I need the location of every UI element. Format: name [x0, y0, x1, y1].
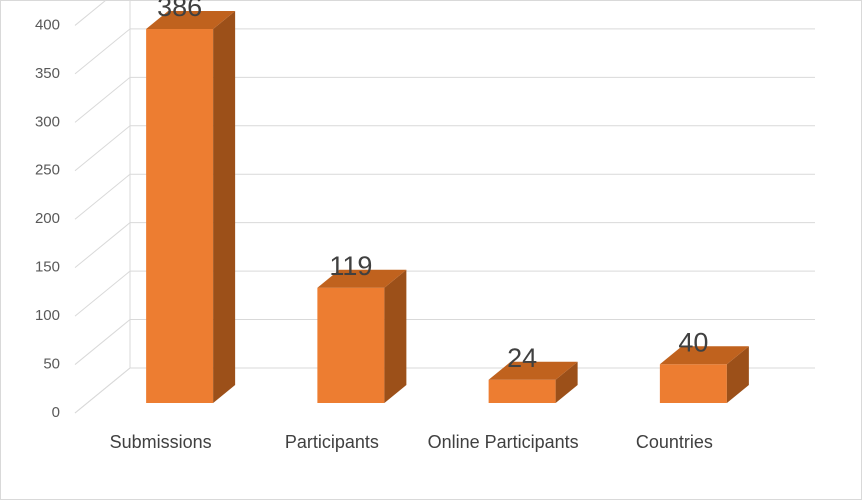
grid-line [74, 319, 131, 365]
grid-line [74, 76, 131, 123]
y-tick-label: 300 [35, 113, 60, 130]
value-label: 119 [329, 251, 372, 281]
grid-line [74, 28, 131, 75]
bar-front [317, 287, 385, 403]
value-label: 24 [507, 343, 537, 373]
y-tick-label: 350 [35, 65, 60, 82]
x-tick-label-box: Online Participants [427, 432, 579, 452]
bar-front [659, 364, 727, 403]
x-tick-label-box: Submissions [109, 432, 212, 452]
bar [317, 269, 407, 403]
y-tick-label: 400 [35, 16, 60, 33]
bar [146, 11, 236, 404]
x-tick-label-box: Participants [284, 432, 379, 452]
bar-side [384, 269, 407, 403]
y-tick-label: 250 [35, 162, 60, 179]
grid-line [74, 367, 131, 414]
y-tick-label: 200 [35, 210, 60, 227]
y-tick-label: 0 [52, 404, 60, 421]
y-tick-label: 50 [43, 356, 60, 373]
grid-line [74, 222, 131, 269]
bar-side [213, 11, 236, 404]
grid-line [74, 0, 107, 26]
bar [659, 346, 749, 403]
x-tick-label: Online Participants [427, 432, 579, 452]
x-tick-label: Submissions [109, 432, 212, 452]
value-label: 40 [678, 327, 708, 357]
bar-front [488, 379, 556, 403]
bar-front [146, 29, 214, 404]
bar-side [726, 346, 749, 403]
x-tick-label-box: Countries [635, 432, 713, 452]
bar-side [555, 361, 578, 403]
x-tick-label: Countries [635, 432, 713, 452]
grid-line [74, 173, 131, 220]
bar-top [659, 346, 749, 365]
y-tick-label: 150 [35, 259, 60, 276]
grid-line [74, 270, 131, 317]
bar-top [146, 11, 236, 30]
bar-top [317, 269, 407, 288]
x-tick-label: Participants [284, 432, 379, 452]
value-label: 386 [157, 0, 202, 22]
bar [488, 361, 578, 403]
bar-top [488, 361, 578, 380]
y-tick-label: 100 [35, 307, 60, 324]
grid-line [74, 125, 131, 172]
